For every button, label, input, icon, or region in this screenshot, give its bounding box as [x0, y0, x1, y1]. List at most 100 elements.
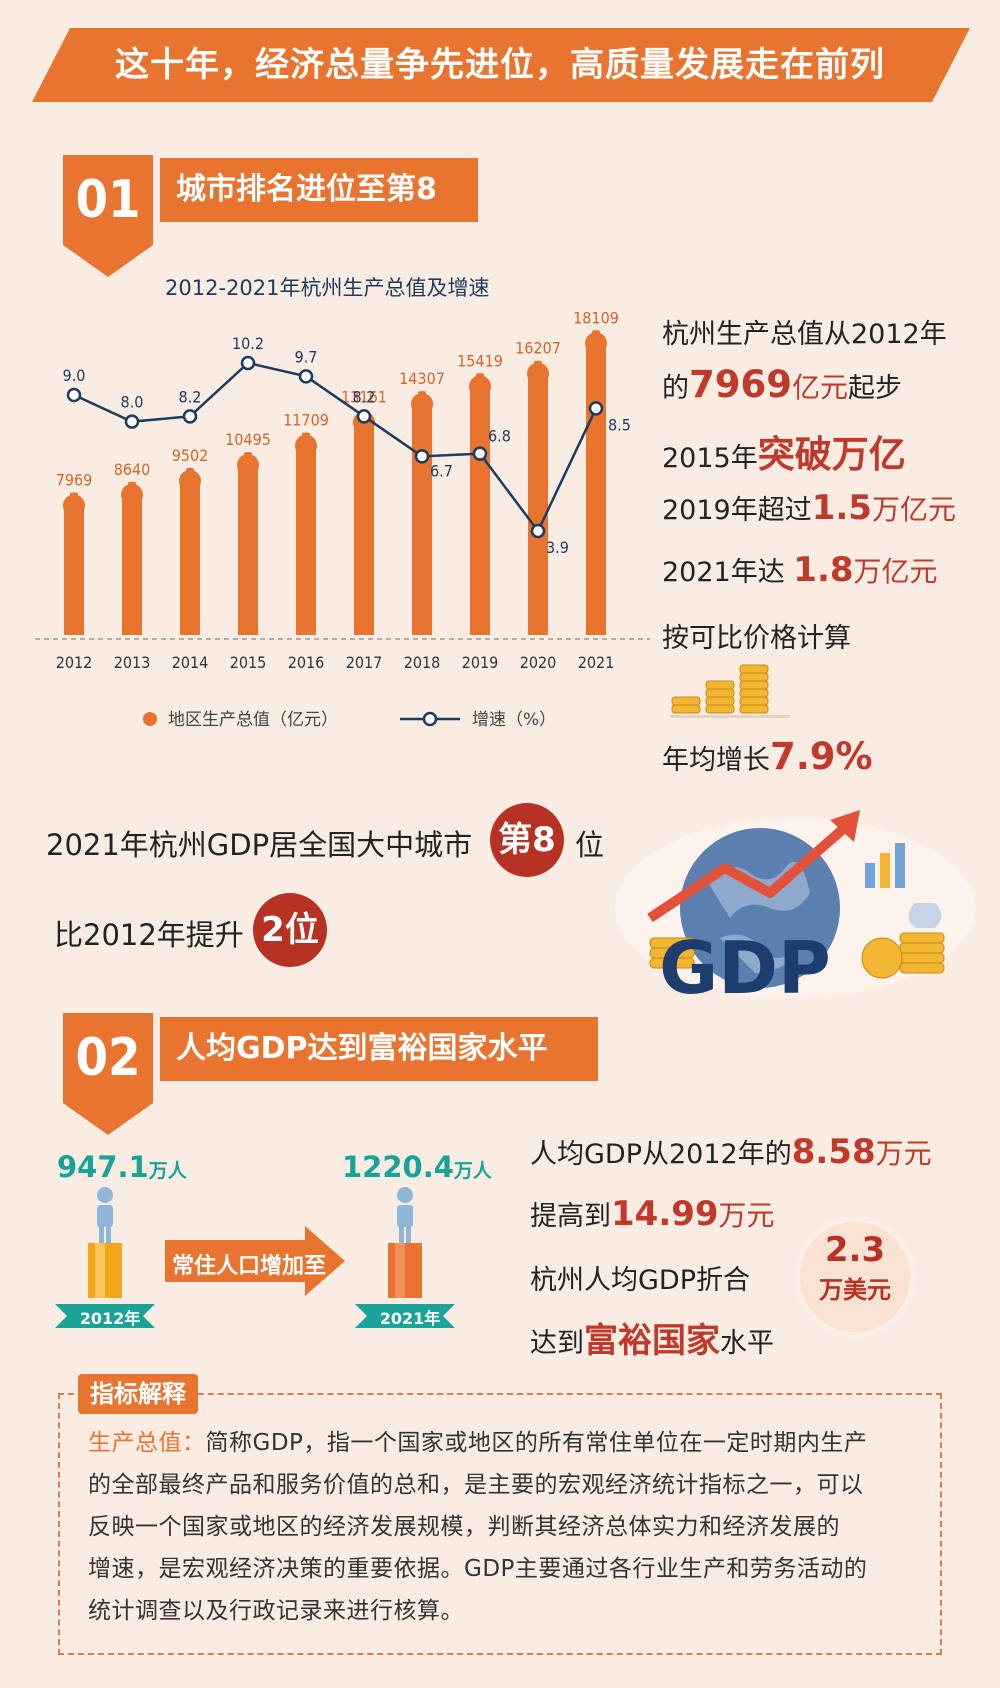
summary-line-7: 年均增长7.9%	[662, 735, 873, 778]
x-tick-2013: 2013	[114, 653, 151, 672]
growth-point-2015	[240, 355, 256, 371]
summary-line-5: 2021年达 1.8万亿元	[662, 550, 938, 590]
growth-label-2015: 10.2	[232, 334, 264, 353]
population-arrow-label: 常住人口增加至	[172, 1254, 327, 1279]
population-2021-value: 1220.4	[342, 1150, 454, 1184]
x-tick-2019: 2019	[462, 653, 499, 672]
bar-bag-knot-2021	[592, 330, 600, 336]
population-2012-pedestal	[88, 1187, 122, 1298]
x-tick-2020: 2020	[520, 653, 557, 672]
usd-unit: 万美元	[819, 1276, 891, 1304]
summary-line-2: 的7969亿元起步	[662, 363, 902, 406]
growth-line	[73, 361, 598, 534]
year-2012-label: 2012年	[79, 1309, 141, 1328]
growth-label-2018: 6.7	[430, 461, 453, 480]
summary-line-3: 2015年突破万亿	[662, 424, 906, 478]
growth-point-2021	[588, 401, 604, 416]
note-line-1-text: 简称GDP，指一个国家或地区的所有常住单位在一定时期内生产	[205, 1430, 868, 1456]
growth-point-2014	[182, 409, 198, 424]
note-line-2: 的全部最终产品和服务价值的总和，是主要的宏观经济统计指标之一，可以	[88, 1472, 864, 1498]
gdp-growth-illustration: GDP	[615, 810, 975, 998]
section1-number: 01	[63, 155, 153, 245]
rank-badge: 第8	[490, 803, 564, 877]
x-tick-2012: 2012	[56, 653, 93, 672]
gdp-2021-value: 1.8	[793, 550, 854, 590]
per-capita-line-4: 达到富裕国家水平	[530, 1313, 774, 1362]
year-2021-label: 2021年	[379, 1309, 441, 1328]
note-line-4: 增速，是宏观经济决策的重要依据。GDP主要通过各行业生产和劳务活动的	[88, 1556, 868, 1582]
population-2012-value: 947.1	[57, 1150, 149, 1184]
growth-label-2019: 6.8	[488, 427, 511, 446]
note-text: 生产总值：简称GDP，指一个国家或地区的所有常住单位在一定时期内生产 的全部最终…	[88, 1422, 928, 1632]
section1-title: 城市排名进位至第8	[160, 158, 478, 222]
bar-label-2020: 16207	[515, 339, 561, 358]
gdp-chart: 7969 2012 8640 2013 9502 2014 10495 2015 11709 20…	[35, 310, 650, 730]
bar-bag-knot-2020	[534, 360, 542, 366]
per-capita-line-4-post: 水平	[720, 1328, 774, 1359]
population-2012: 947.1万人	[57, 1150, 187, 1184]
bar-bag-knot-2015	[244, 452, 252, 458]
bar-2017	[354, 424, 374, 635]
bar-bag-knot-2014	[186, 467, 194, 473]
per-capita-line-1: 人均GDP从2012年的8.58万元	[530, 1132, 932, 1172]
growth-point-2012	[66, 387, 82, 403]
per-capita-line-2-pre: 提高到	[530, 1201, 611, 1232]
section2-pointer	[63, 1103, 153, 1135]
breakthrough-text: 突破万亿	[757, 433, 906, 476]
bar-bag-2021	[585, 332, 607, 355]
bar-bag-2020	[527, 362, 549, 385]
usd-badge	[800, 1222, 910, 1332]
growth-label-2013: 8.0	[121, 393, 144, 412]
rank-line-1-suffix: 位	[575, 828, 605, 862]
summary-line-2-post: 起步	[848, 373, 902, 404]
per-capita-line-4-pre: 达到	[530, 1328, 584, 1359]
gdp-2012-unit: 亿元	[791, 371, 848, 404]
growth-point-2017	[356, 409, 372, 424]
bar-bag-2014	[179, 469, 201, 492]
legend-line-marker	[422, 711, 438, 727]
section1-pointer	[63, 245, 153, 277]
bar-2015	[238, 467, 258, 635]
page-title: 这十年，经济总量争先进位，高质量发展走在前列	[115, 45, 885, 85]
gdp-illustration-label: GDP	[659, 926, 831, 998]
note-tab: 指标解释	[78, 1374, 198, 1414]
population-arrow	[165, 1226, 345, 1296]
x-tick-2017: 2017	[346, 653, 383, 672]
population-2021-unit: 万人	[453, 1160, 492, 1182]
growth-point-2020	[530, 523, 546, 539]
growth-label-2020: 3.9	[546, 538, 569, 557]
population-2021-pedestal	[388, 1187, 422, 1298]
summary-line-4: 2019年超过1.5万亿元	[662, 488, 956, 528]
per-capita-2012-unit: 万元	[875, 1137, 932, 1170]
per-capita-line-1-pre: 人均GDP从2012年的	[530, 1139, 792, 1170]
year-2012-ribbon	[55, 1304, 155, 1328]
x-tick-2018: 2018	[404, 653, 441, 672]
coin-stack-icon	[670, 664, 790, 718]
bar-label-2013: 8640	[114, 460, 151, 479]
gdp-2019-value: 1.5	[811, 488, 872, 528]
bar-2012	[64, 507, 84, 635]
bar-2020	[528, 375, 548, 635]
bar-bag-2019	[469, 375, 491, 398]
summary-line-1: 杭州生产总值从2012年	[662, 319, 947, 350]
summary-line-3-pre: 2015年	[662, 443, 758, 474]
per-capita-line-3: 杭州人均GDP折合	[530, 1265, 750, 1296]
per-capita-2012-value: 8.58	[791, 1132, 876, 1172]
rank-improve-badge: 2位	[253, 893, 327, 967]
bar-bag-knot-2019	[476, 373, 484, 379]
bar-label-2018: 14307	[399, 369, 445, 388]
note-box	[58, 1393, 942, 1655]
avg-growth-label: 年均增长	[662, 745, 770, 776]
growth-label-2012: 9.0	[63, 366, 86, 385]
legend-bar-icon	[143, 712, 157, 726]
bar-2013	[122, 496, 142, 635]
bar-label-2015: 10495	[225, 430, 271, 449]
bar-label-2012: 7969	[56, 470, 93, 489]
x-tick-2021: 2021	[578, 653, 615, 672]
rank-line-1: 2021年杭州GDP居全国大中城市	[46, 828, 473, 862]
bar-bag-knot-2013	[128, 481, 136, 487]
population-2021: 1220.4万人	[342, 1150, 492, 1184]
population-2012-unit: 万人	[148, 1160, 187, 1182]
gdp-2021-unit: 万亿元	[853, 555, 938, 588]
bar-label-2014: 9502	[172, 446, 209, 465]
